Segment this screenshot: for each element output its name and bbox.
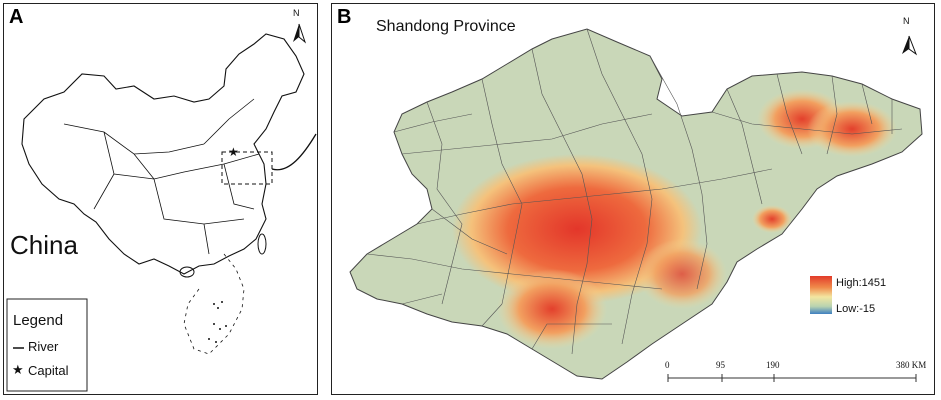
pointer-arrow <box>271 133 317 171</box>
legend-star-icon: ★ <box>12 362 24 377</box>
panel-a-china-map: A ★ N China Legend River ★ Capi <box>3 3 318 395</box>
legend-box <box>6 298 88 392</box>
country-label: China <box>10 230 78 260</box>
panel-b-label: B <box>337 6 352 28</box>
scale-tick-0: 0 <box>665 360 670 370</box>
shandong-elevation-map <box>349 28 923 382</box>
elevation-color-ramp <box>810 276 832 314</box>
south-highland <box>497 269 607 349</box>
north-label-b: N <box>903 16 910 26</box>
coastal-highland <box>752 205 792 233</box>
china-border <box>21 33 305 275</box>
taiwan-island <box>257 233 267 255</box>
map-title: Shandong Province <box>376 18 516 35</box>
hainan-island <box>179 266 195 278</box>
legend-low-label: Low:-15 <box>836 303 876 315</box>
legend-capital-label: Capital <box>28 363 69 378</box>
panel-a-label: A <box>9 6 24 28</box>
north-label-a: N <box>293 8 300 18</box>
scale-tick-380: 380 KM <box>896 360 927 370</box>
county-boundaries <box>366 28 903 355</box>
sea-islands <box>208 301 227 343</box>
scale-tick-95: 95 <box>716 360 725 370</box>
panel-b-shandong-map: B Shandong Province <box>331 3 935 395</box>
capital-star-icon: ★ <box>228 145 239 159</box>
shandong-highlight-box <box>221 151 273 185</box>
southeast-highland <box>637 239 727 309</box>
east-highland-2 <box>807 101 897 157</box>
north-arrow-icon-b <box>902 35 918 56</box>
legend-title: Legend <box>13 312 64 329</box>
sea-boundary-dashes <box>183 253 245 355</box>
scale-bar <box>667 374 917 382</box>
province-lines <box>63 98 260 255</box>
legend-river-label: River <box>28 339 59 354</box>
china-outline-map: ★ <box>6 23 317 392</box>
scale-tick-190: 190 <box>766 360 780 370</box>
legend-high-label: High:1451 <box>836 277 887 289</box>
north-arrow-icon-a <box>293 23 307 44</box>
